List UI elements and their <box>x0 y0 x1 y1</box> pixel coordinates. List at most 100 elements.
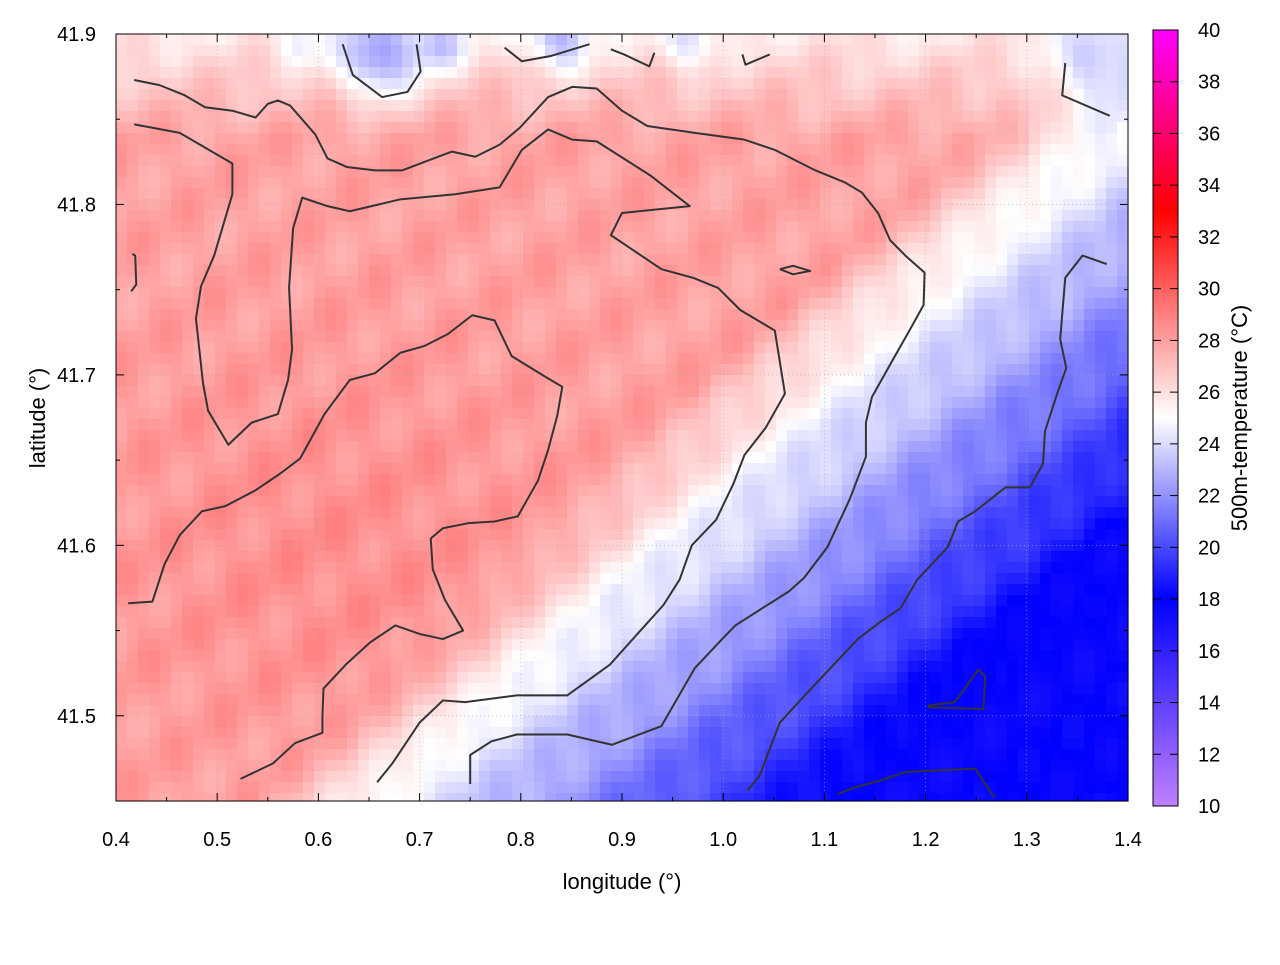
heatmap-cell <box>204 375 216 387</box>
heatmap-cell <box>149 551 161 563</box>
heatmap-cell <box>468 485 480 497</box>
heatmap-cell <box>666 221 678 233</box>
heatmap-cell <box>721 496 733 508</box>
heatmap-cell <box>534 155 546 167</box>
heatmap-cell <box>325 507 337 519</box>
heatmap-cell <box>402 89 414 101</box>
heatmap-cell <box>963 529 975 541</box>
heatmap-cell <box>820 34 832 46</box>
heatmap-cell <box>908 375 920 387</box>
heatmap-cell <box>798 474 810 486</box>
heatmap-cell <box>754 386 766 398</box>
heatmap-cell <box>204 177 216 189</box>
heatmap-cell <box>457 419 469 431</box>
heatmap-cell <box>809 221 821 233</box>
heatmap-cell <box>479 276 491 288</box>
heatmap-cell <box>391 529 403 541</box>
heatmap-cell <box>424 364 436 376</box>
heatmap-cell <box>490 364 502 376</box>
heatmap-cell <box>897 331 909 343</box>
heatmap-cell <box>512 551 524 563</box>
heatmap-cell <box>963 386 975 398</box>
heatmap-cell <box>127 265 139 277</box>
heatmap-cell <box>358 298 370 310</box>
heatmap-cell <box>446 177 458 189</box>
heatmap-cell <box>369 353 381 365</box>
heatmap-cell <box>787 100 799 112</box>
heatmap-cell <box>644 496 656 508</box>
heatmap-cell <box>567 430 579 442</box>
heatmap-cell <box>798 155 810 167</box>
heatmap-cell <box>1084 56 1096 68</box>
heatmap-cell <box>721 507 733 519</box>
heatmap-cell <box>380 243 392 255</box>
heatmap-cell <box>864 56 876 68</box>
heatmap-cell <box>369 474 381 486</box>
heatmap-cell <box>688 606 700 618</box>
heatmap-cell <box>787 298 799 310</box>
heatmap-cell <box>512 67 524 79</box>
heatmap-cell <box>1095 584 1107 596</box>
heatmap-cell <box>325 243 337 255</box>
heatmap-cell <box>160 353 172 365</box>
heatmap-cell <box>380 133 392 145</box>
heatmap-cell <box>699 595 711 607</box>
heatmap-cell <box>116 243 128 255</box>
heatmap-cell <box>446 199 458 211</box>
heatmap-cell <box>941 562 953 574</box>
heatmap-cell <box>226 485 238 497</box>
heatmap-cell <box>479 595 491 607</box>
heatmap-cell <box>259 441 271 453</box>
heatmap-cell <box>545 529 557 541</box>
heatmap-cell <box>479 342 491 354</box>
heatmap-cell <box>303 78 315 90</box>
heatmap-cell <box>314 573 326 585</box>
heatmap-cell <box>270 628 282 640</box>
heatmap-cell <box>424 34 436 46</box>
heatmap-cell <box>281 441 293 453</box>
heatmap-cell <box>930 276 942 288</box>
heatmap-cell <box>479 540 491 552</box>
heatmap-cell <box>215 122 227 134</box>
heatmap-cell <box>908 463 920 475</box>
heatmap-cell <box>633 595 645 607</box>
heatmap-cell <box>787 551 799 563</box>
heatmap-cell <box>666 353 678 365</box>
heatmap-cell <box>600 584 612 596</box>
heatmap-cell <box>622 232 634 244</box>
heatmap-cell <box>479 144 491 156</box>
heatmap-cell <box>699 584 711 596</box>
heatmap-cell <box>292 78 304 90</box>
heatmap-cell <box>930 452 942 464</box>
heatmap-cell <box>677 298 689 310</box>
heatmap-cell <box>435 298 447 310</box>
heatmap-cell <box>820 397 832 409</box>
heatmap-cell <box>237 309 249 321</box>
heatmap-cell <box>963 221 975 233</box>
heatmap-cell <box>897 551 909 563</box>
heatmap-cell <box>523 100 535 112</box>
heatmap-cell <box>270 34 282 46</box>
heatmap-cell <box>534 177 546 189</box>
heatmap-cell <box>116 496 128 508</box>
heatmap-cell <box>512 144 524 156</box>
heatmap-cell <box>908 221 920 233</box>
heatmap-cell <box>182 320 194 332</box>
heatmap-cell <box>545 452 557 464</box>
heatmap-cell <box>930 34 942 46</box>
heatmap-cell <box>974 562 986 574</box>
heatmap-cell <box>809 133 821 145</box>
heatmap-cell <box>182 617 194 629</box>
heatmap-cell <box>1040 595 1052 607</box>
heatmap-cell <box>391 56 403 68</box>
heatmap-cell <box>798 78 810 90</box>
heatmap-cell <box>171 78 183 90</box>
heatmap-cell <box>446 474 458 486</box>
heatmap-cell <box>259 518 271 530</box>
heatmap-cell <box>281 210 293 222</box>
heatmap-cell <box>864 155 876 167</box>
heatmap-cell <box>281 133 293 145</box>
heatmap-cell <box>358 166 370 178</box>
heatmap-cell <box>424 529 436 541</box>
heatmap-cell <box>369 452 381 464</box>
